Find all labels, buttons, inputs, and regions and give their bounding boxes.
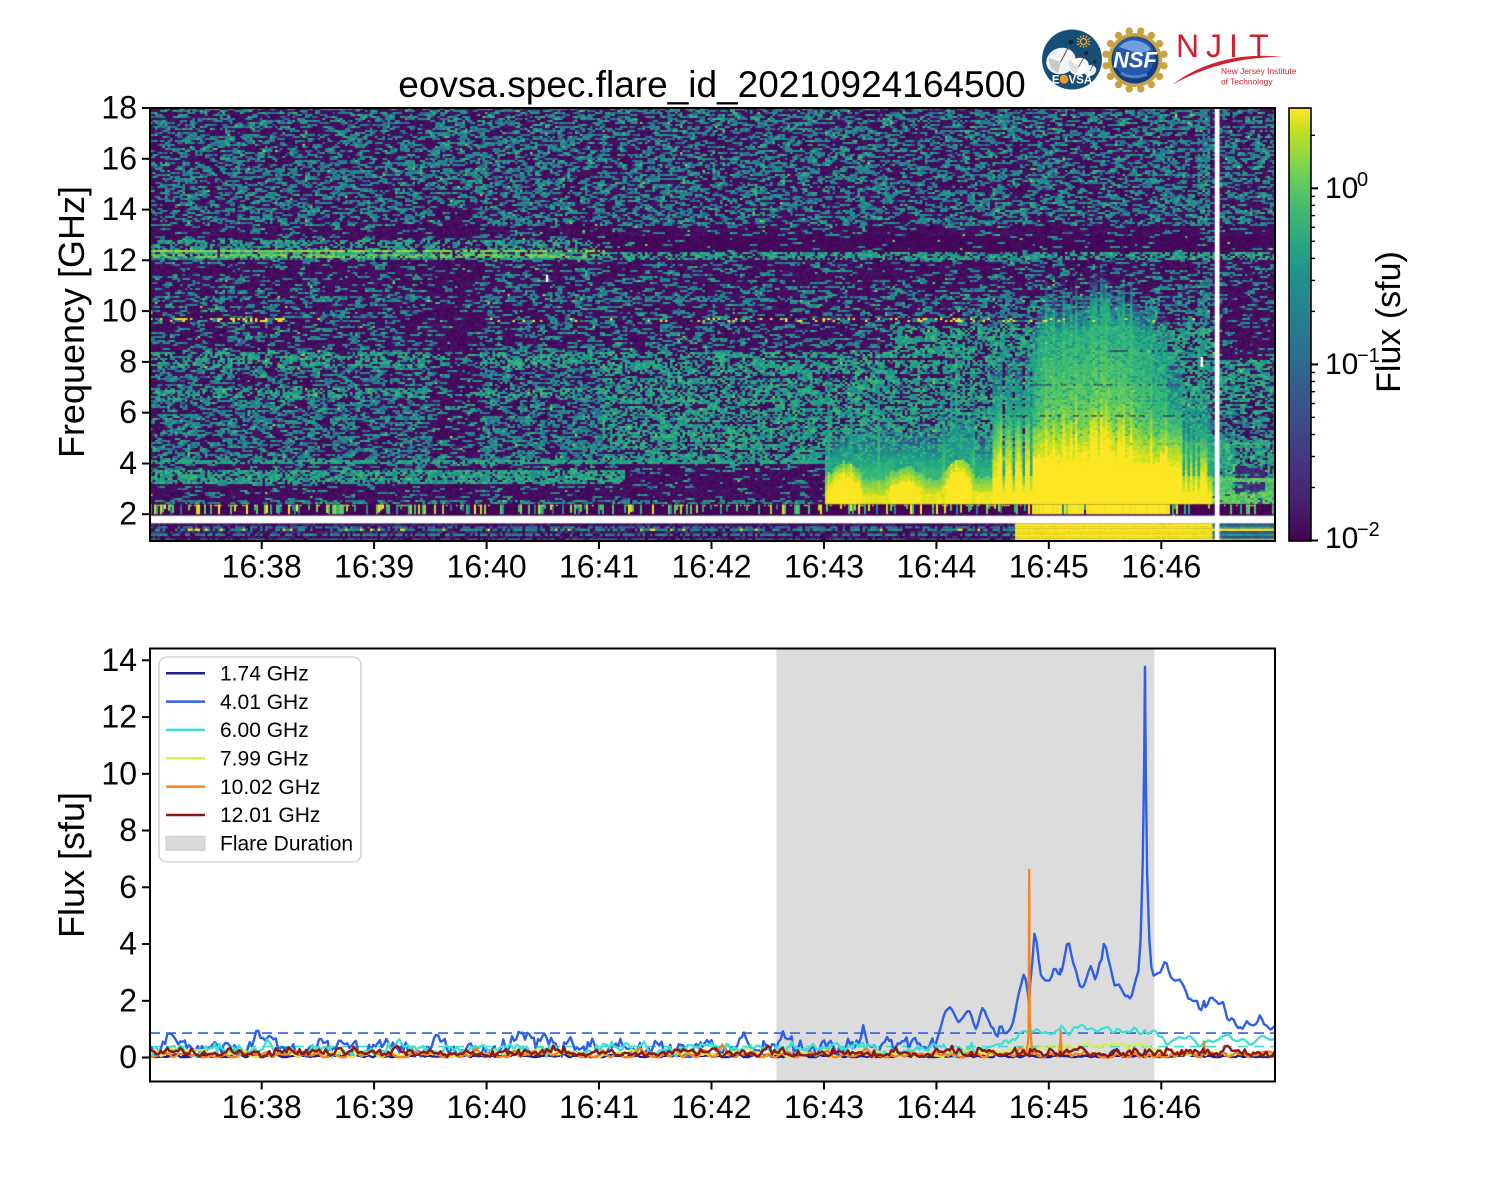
svg-text:16:43: 16:43 — [784, 1089, 864, 1125]
svg-text:16:43: 16:43 — [784, 549, 864, 585]
svg-text:10.02 GHz: 10.02 GHz — [220, 776, 320, 799]
svg-text:0: 0 — [1357, 169, 1368, 191]
svg-text:16:41: 16:41 — [559, 1089, 639, 1125]
svg-text:16:39: 16:39 — [334, 1089, 414, 1125]
svg-text:10: 10 — [101, 293, 137, 329]
svg-text:16:44: 16:44 — [896, 1089, 976, 1125]
svg-text:−1: −1 — [1357, 345, 1380, 367]
svg-text:10: 10 — [101, 755, 137, 791]
svg-text:4: 4 — [119, 926, 137, 962]
svg-text:Frequency [GHz]: Frequency [GHz] — [51, 186, 92, 458]
svg-text:7.99 GHz: 7.99 GHz — [220, 748, 309, 771]
svg-text:0: 0 — [119, 1039, 137, 1075]
svg-text:10: 10 — [1325, 522, 1358, 555]
svg-text:4: 4 — [119, 445, 137, 481]
svg-text:6.00 GHz: 6.00 GHz — [220, 719, 309, 742]
svg-text:10: 10 — [1325, 348, 1358, 381]
svg-text:Flare Duration: Flare Duration — [220, 833, 353, 856]
svg-text:−2: −2 — [1357, 519, 1380, 541]
svg-text:16:42: 16:42 — [671, 1089, 751, 1125]
svg-text:Flux [sfu]: Flux [sfu] — [51, 792, 92, 938]
svg-text:Flux (sfu): Flux (sfu) — [1370, 251, 1408, 393]
svg-text:16:46: 16:46 — [1121, 1089, 1201, 1125]
svg-text:8: 8 — [119, 343, 137, 379]
svg-text:16:39: 16:39 — [334, 549, 414, 585]
svg-text:2: 2 — [119, 496, 137, 532]
svg-text:16:38: 16:38 — [222, 549, 302, 585]
svg-text:16:38: 16:38 — [222, 1089, 302, 1125]
svg-text:8: 8 — [119, 812, 137, 848]
svg-text:16:40: 16:40 — [447, 549, 527, 585]
svg-text:of Technology: of Technology — [1221, 77, 1273, 87]
svg-text:14: 14 — [101, 642, 137, 678]
svg-text:EOVSA: EOVSA — [1052, 75, 1092, 87]
svg-text:10: 10 — [1325, 172, 1358, 205]
svg-text:2: 2 — [119, 982, 137, 1018]
svg-text:18: 18 — [101, 90, 137, 126]
svg-text:14: 14 — [101, 191, 137, 227]
svg-text:16:44: 16:44 — [896, 549, 976, 585]
svg-text:6: 6 — [119, 869, 137, 905]
svg-text:16:41: 16:41 — [559, 549, 639, 585]
svg-text:16:40: 16:40 — [447, 1089, 527, 1125]
svg-text:16:46: 16:46 — [1121, 549, 1201, 585]
svg-text:16:42: 16:42 — [671, 549, 751, 585]
svg-text:16:45: 16:45 — [1009, 1089, 1089, 1125]
svg-text:NSF: NSF — [1113, 48, 1158, 73]
svg-text:eovsa.spec.flare_id_2021092416: eovsa.spec.flare_id_20210924164500 — [398, 64, 1025, 105]
svg-text:12.01 GHz: 12.01 GHz — [220, 804, 320, 827]
svg-text:16: 16 — [101, 140, 137, 176]
svg-text:16:45: 16:45 — [1009, 549, 1089, 585]
svg-text:12: 12 — [101, 242, 137, 278]
svg-text:New Jersey Institute: New Jersey Institute — [1221, 66, 1297, 76]
svg-text:12: 12 — [101, 699, 137, 735]
svg-text:4.01 GHz: 4.01 GHz — [220, 691, 309, 714]
svg-text:1.74 GHz: 1.74 GHz — [220, 663, 309, 686]
svg-text:6: 6 — [119, 394, 137, 430]
